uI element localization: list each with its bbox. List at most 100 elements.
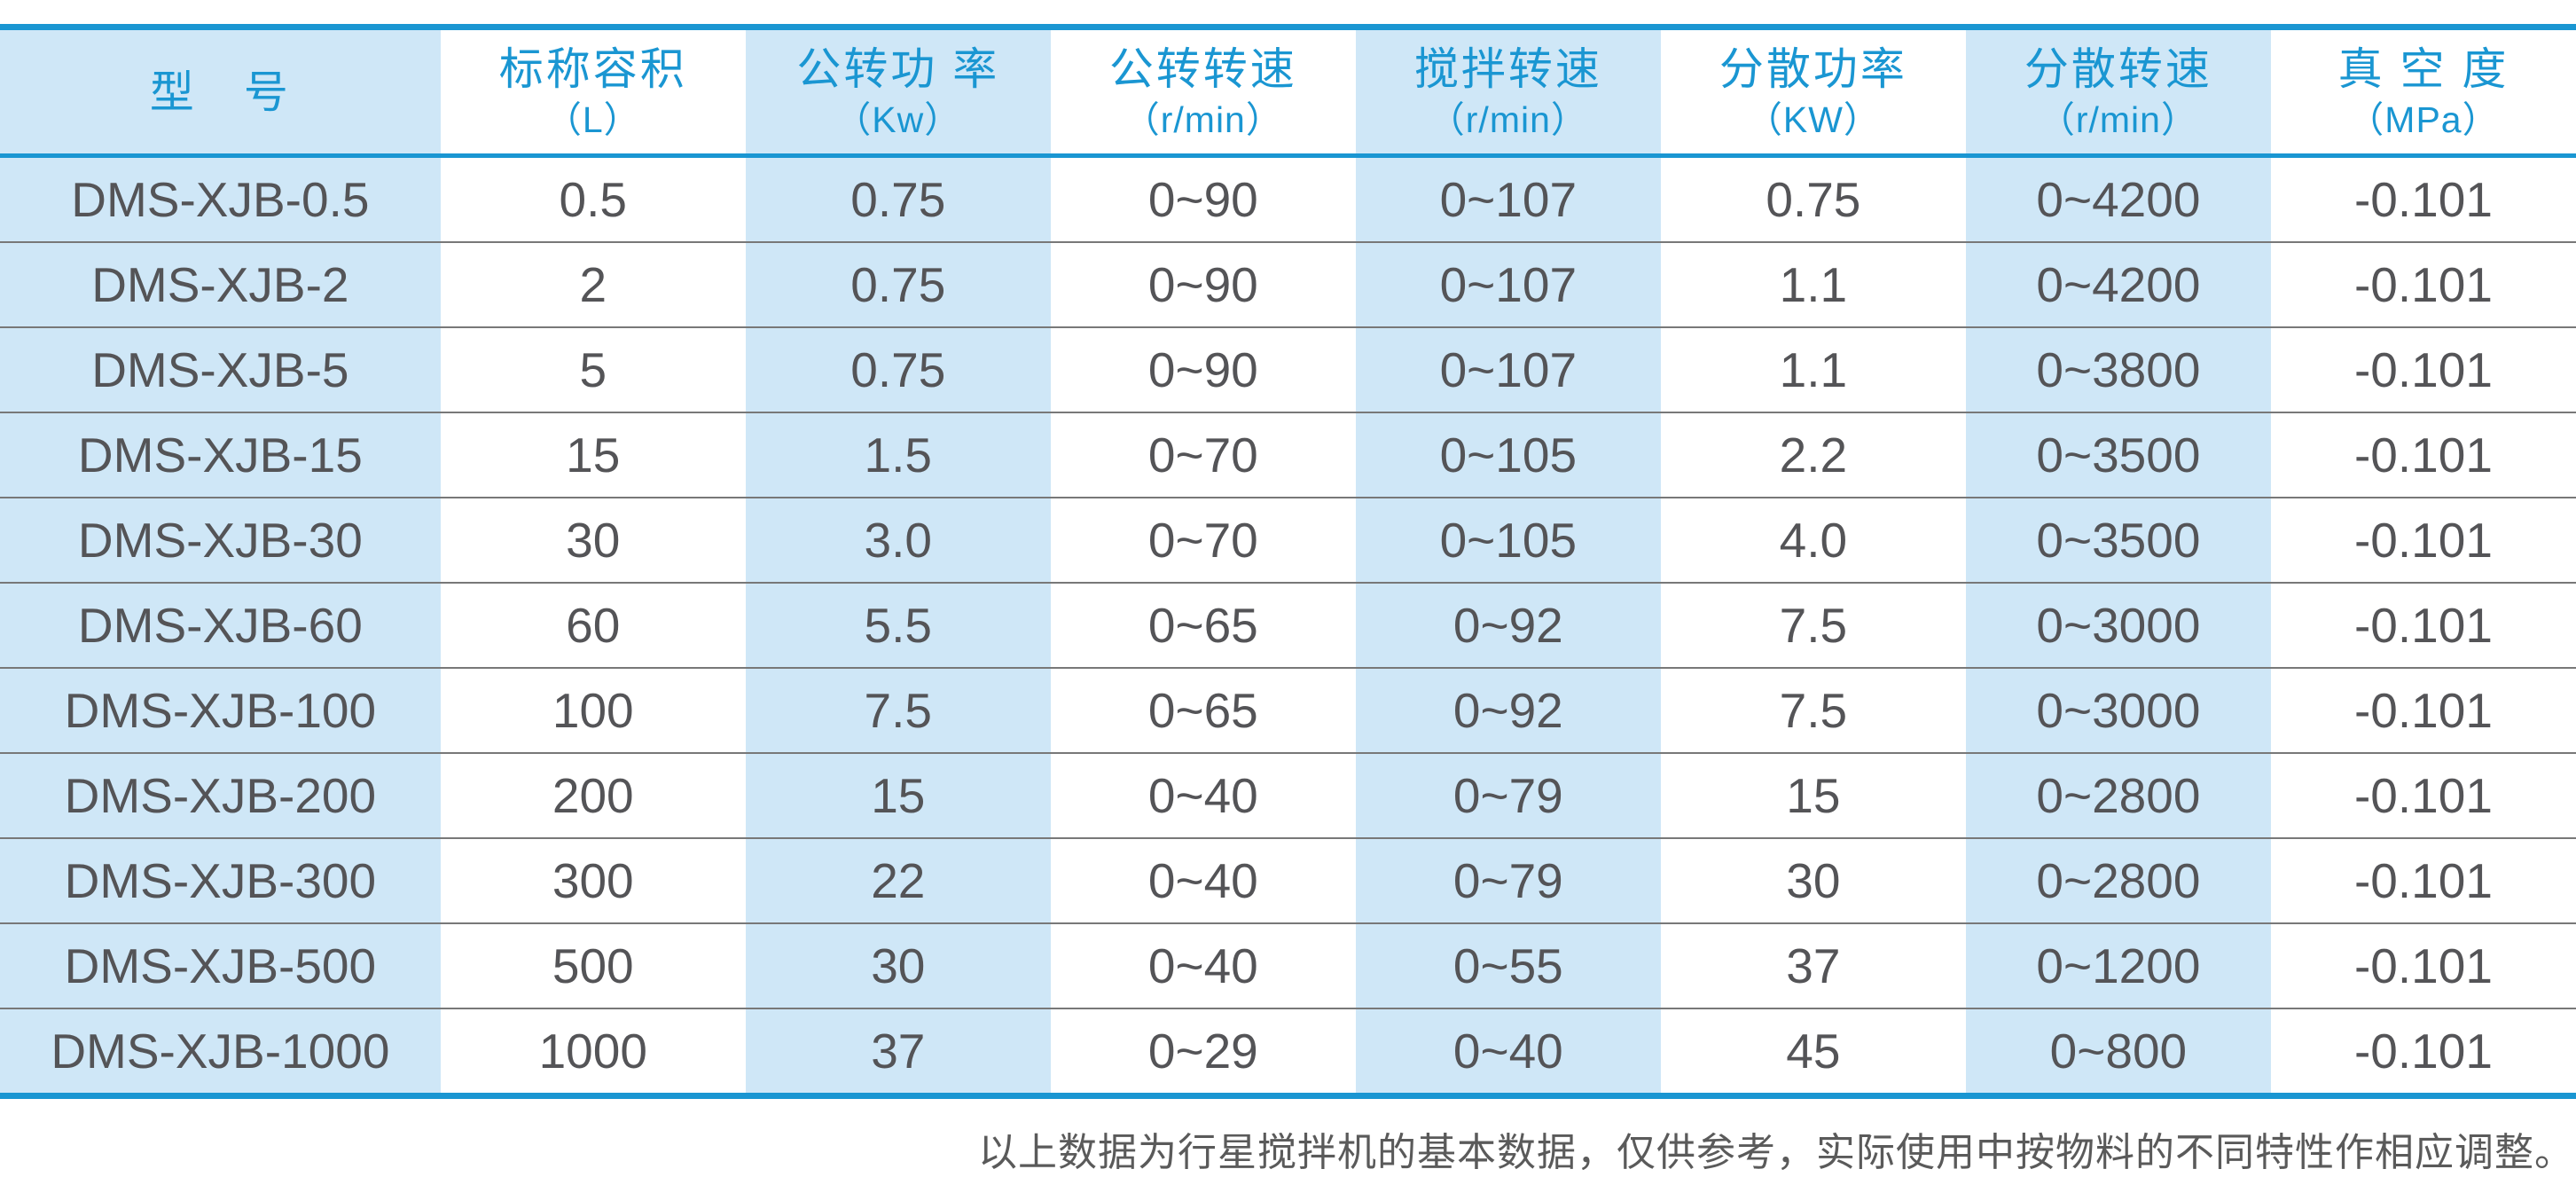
value-cell: 1.1	[1660, 241, 1966, 327]
column-header: 搅拌转速 （r/min）	[1355, 27, 1661, 158]
value-cell: 7.5	[1660, 582, 1966, 668]
value-cell: 0~29	[1050, 1008, 1356, 1096]
value-cell: -0.101	[2270, 667, 2576, 753]
table-row: DMS-XJB-15 15 1.5 0~70 0~105 2.2 0~3500 -0.101	[0, 412, 2576, 498]
value-cell: 3.0	[745, 497, 1051, 583]
model-cell: DMS-XJB-500	[0, 922, 441, 1008]
value-cell: 7.5	[745, 667, 1051, 753]
value-cell: -0.101	[2270, 582, 2576, 668]
value-cell: 0~107	[1355, 241, 1661, 327]
value-cell: 15	[440, 412, 746, 498]
value-cell: 15	[1660, 752, 1966, 838]
value-cell: 2.2	[1660, 412, 1966, 498]
column-header: 标称容积 （L）	[440, 27, 746, 158]
value-cell: -0.101	[2353, 172, 2493, 227]
value-cell: 30	[745, 922, 1051, 1008]
column-unit: （L）	[544, 98, 641, 140]
value-cell: 2	[440, 241, 746, 327]
column-header: 真 空 度（MPa）	[2270, 27, 2576, 158]
value-cell: 5	[440, 326, 746, 412]
value-cell: 0.5	[559, 172, 627, 227]
value-cell: 1.5	[745, 412, 1051, 498]
value-cell: 0~40	[1050, 837, 1356, 923]
value-cell: 60	[440, 582, 746, 668]
value-cell: 37	[745, 1008, 1051, 1096]
value-cell: 0~2800	[1965, 752, 2271, 838]
table-row: DMS-XJB-2 2 0.75 0~90 0~107 1.1 0~4200 -0.101	[0, 241, 2576, 327]
value-cell: -0.101	[2270, 497, 2576, 583]
value-cell: 0~92	[1355, 582, 1661, 668]
value-cell: 22	[745, 837, 1051, 923]
value-cell: 0~70	[1050, 497, 1356, 583]
value-cell: 0~70	[1050, 412, 1356, 498]
column-title: 分散功率	[1719, 43, 1907, 94]
value-cell: 1.1	[1660, 326, 1966, 412]
value-cell: 0~40	[1050, 922, 1356, 1008]
value-cell: 0~1200	[1965, 922, 2271, 1008]
value-cell: 0~3500	[1965, 412, 2271, 498]
value-cell: 0~107	[1439, 172, 1578, 227]
column-unit: （r/min）	[1428, 98, 1588, 140]
value-cell: -0.101	[2270, 241, 2576, 327]
value-cell: -0.101	[2270, 326, 2576, 412]
column-header: 分散功率 （KW）	[1660, 27, 1966, 158]
model-cell: DMS-XJB-300	[0, 837, 441, 923]
table-row: DMS-XJB-300 300 22 0~40 0~79 30 0~2800 -0.101	[0, 837, 2576, 923]
value-cell: 0~79	[1355, 752, 1661, 838]
table-row: DMS-XJB-0.5 0.5 0.75 0~90 0~107 0.75 0~4200 -0.…	[0, 156, 2576, 243]
model-cell: DMS-XJB-60	[0, 582, 441, 668]
value-cell: 0~800	[1965, 1008, 2271, 1096]
value-cell: -0.101	[2270, 1008, 2576, 1096]
column-header: 公转转速 （r/min）	[1050, 27, 1356, 158]
value-cell: 0~3500	[1965, 497, 2271, 583]
table-row: DMS-XJB-60 60 5.5 0~65 0~92 7.5 0~3000 -0.101	[0, 582, 2576, 668]
value-cell: 30	[440, 497, 746, 583]
model-cell: DMS-XJB-15	[0, 412, 441, 498]
table-row: DMS-XJB-5 5 0.75 0~90 0~107 1.1 0~3800 -0.101	[0, 326, 2576, 412]
column-title: 标称容积	[498, 43, 687, 94]
value-cell: 0~3800	[1965, 326, 2271, 412]
column-title: 型 号	[149, 67, 291, 117]
model-cell: DMS-XJB-30	[0, 497, 441, 583]
column-unit: （MPa）	[2347, 98, 2500, 140]
value-cell: 0~107	[1355, 326, 1661, 412]
model-cell: DMS-XJB-200	[0, 752, 441, 838]
column-unit: （Kw）	[834, 98, 962, 140]
value-cell: 0~105	[1355, 497, 1661, 583]
planetary-mixer-spec-sheet: 型 号标称容积 （L） 公转功 率（Kw） 公转转速 （r/min） 搅拌转速 （r/min…	[0, 24, 2576, 1176]
header-row: 型 号标称容积 （L） 公转功 率（Kw） 公转转速 （r/min） 搅拌转速 （r/min…	[0, 27, 2576, 158]
value-cell: 0~90	[1050, 326, 1356, 412]
column-title: 分散转速	[2024, 43, 2212, 94]
value-cell: 37	[1660, 922, 1966, 1008]
value-cell: 0.75	[745, 326, 1051, 412]
spec-table-head: 型 号标称容积 （L） 公转功 率（Kw） 公转转速 （r/min） 搅拌转速 （r/min…	[0, 27, 2576, 158]
spec-table: 型 号标称容积 （L） 公转功 率（Kw） 公转转速 （r/min） 搅拌转速 （r/min…	[0, 24, 2576, 1099]
model-cell: DMS-XJB-100	[0, 667, 441, 753]
value-cell: 0~40	[1355, 1008, 1661, 1096]
table-row: DMS-XJB-200 200 15 0~40 0~79 15 0~2800 -0.101	[0, 752, 2576, 838]
table-row: DMS-XJB-100 100 7.5 0~65 0~92 7.5 0~3000 -0.101	[0, 667, 2576, 753]
column-header: 公转功 率（Kw）	[745, 27, 1051, 158]
footnote: 以上数据为行星搅拌机的基本数据，仅供参考，实际使用中按物料的不同特性作相应调整。	[978, 1131, 2574, 1174]
value-cell: 0.75	[850, 172, 946, 227]
value-cell: 0.75	[1766, 172, 1861, 227]
value-cell: 0~90	[1050, 241, 1356, 327]
value-cell: 0~105	[1355, 412, 1661, 498]
value-cell: 0~92	[1355, 667, 1661, 753]
value-cell: 1000	[440, 1008, 746, 1096]
value-cell: 0~4200	[2036, 172, 2201, 227]
table-row: DMS-XJB-30 30 3.0 0~70 0~105 4.0 0~3500 -0.101	[0, 497, 2576, 583]
value-cell: -0.101	[2270, 752, 2576, 838]
spec-table-body: DMS-XJB-0.5 0.5 0.75 0~90 0~107 0.75 0~4200 -0.…	[0, 156, 2576, 1096]
column-title: 真 空 度	[2337, 43, 2509, 94]
table-row: DMS-XJB-1000 1000 37 0~29 0~40 45 0~800 -0.101	[0, 1008, 2576, 1096]
column-header: 型 号	[0, 27, 441, 158]
model-cell: DMS-XJB-1000	[0, 1008, 441, 1096]
value-cell: 7.5	[1660, 667, 1966, 753]
value-cell: 300	[440, 837, 746, 923]
value-cell: 15	[745, 752, 1051, 838]
value-cell: 30	[1660, 837, 1966, 923]
model-cell: DMS-XJB-2	[0, 241, 441, 327]
column-title: 公转转速	[1108, 43, 1297, 94]
value-cell: 0~3000	[1965, 667, 2271, 753]
